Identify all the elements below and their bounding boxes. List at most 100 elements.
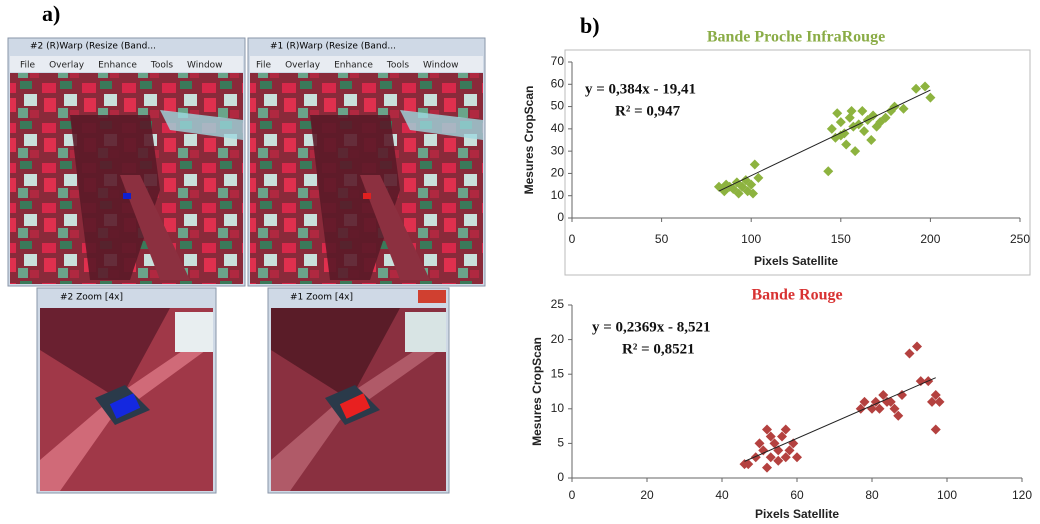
data-point xyxy=(780,452,791,463)
data-point xyxy=(930,389,941,400)
y-tick-label: 5 xyxy=(557,436,564,450)
chart-frame xyxy=(564,49,1031,276)
trendline xyxy=(744,377,936,462)
data-point xyxy=(746,179,757,190)
y-tick-label: 0 xyxy=(557,210,564,224)
data-point xyxy=(930,424,941,435)
data-point xyxy=(859,126,870,137)
menu-item: File xyxy=(256,61,272,71)
panel-label: a) xyxy=(42,1,60,26)
x-tick-label: 50 xyxy=(655,232,669,246)
x-tick-label: 0 xyxy=(569,232,576,246)
x-tick-label: 0 xyxy=(569,488,576,502)
x-tick-label: 80 xyxy=(865,488,879,502)
data-point xyxy=(792,452,802,463)
data-point xyxy=(758,445,769,456)
y-axis-label: Mesures CropScan xyxy=(530,337,544,446)
data-point xyxy=(885,396,896,407)
data-point xyxy=(823,166,834,177)
data-point xyxy=(912,341,922,352)
data-point xyxy=(769,438,780,449)
data-point xyxy=(870,396,881,407)
data-point xyxy=(874,403,885,414)
menu-item: Overlay xyxy=(285,61,321,71)
data-point xyxy=(868,110,879,121)
x-tick-label: 100 xyxy=(741,232,761,246)
menu-item: File xyxy=(20,61,36,71)
zoom-window: #2 Zoom [4x] xyxy=(36,287,217,494)
data-point xyxy=(850,146,861,157)
menu-item: Overlay xyxy=(49,61,85,71)
y-tick-label: 10 xyxy=(551,401,565,415)
data-point xyxy=(719,186,730,197)
data-point xyxy=(925,92,936,103)
window-title: #2 (R)Warp (Resize (Band... xyxy=(30,42,156,52)
x-tick-label: 40 xyxy=(715,488,729,502)
y-tick-label: 30 xyxy=(551,143,565,157)
data-point xyxy=(898,103,909,114)
data-point xyxy=(750,452,761,463)
window-title: #1 (R)Warp (Resize (Band... xyxy=(270,42,396,52)
y-tick-label: 40 xyxy=(551,121,565,135)
zoom-window: #1 Zoom [4x] xyxy=(267,287,450,494)
data-point xyxy=(773,455,784,466)
data-point xyxy=(911,83,922,94)
y-tick-label: 50 xyxy=(551,99,565,113)
equation: R² = 0,947 xyxy=(615,103,681,119)
x-axis-label: Pixels Satellite xyxy=(754,254,838,268)
menu-item: Window xyxy=(187,61,223,71)
y-tick-label: 10 xyxy=(551,188,565,202)
data-point xyxy=(733,188,744,199)
data-point xyxy=(765,431,776,442)
y-tick-label: 20 xyxy=(551,332,565,346)
data-point xyxy=(889,403,900,414)
x-axis-label: Pixels Satellite xyxy=(755,507,839,521)
x-tick-label: 150 xyxy=(831,232,851,246)
trendline xyxy=(718,89,931,192)
data-point xyxy=(780,424,791,435)
menu-item: Enhance xyxy=(98,61,137,71)
data-point xyxy=(893,410,904,421)
x-tick-label: 100 xyxy=(937,488,957,502)
data-point xyxy=(762,424,772,435)
data-point xyxy=(878,389,889,400)
equation: R² = 0,8521 xyxy=(622,341,695,357)
data-point xyxy=(889,101,900,112)
equation: y = 0,384x - 19,41 xyxy=(585,81,696,97)
image-window: #2 (R)Warp (Resize (Band... xyxy=(7,37,246,287)
x-tick-label: 20 xyxy=(640,488,654,502)
data-point xyxy=(866,135,877,145)
menu-item: Window xyxy=(423,61,459,71)
data-point xyxy=(743,459,754,470)
data-point xyxy=(826,123,837,134)
data-point xyxy=(835,117,846,128)
y-tick-label: 60 xyxy=(551,76,565,90)
x-tick-label: 120 xyxy=(1012,488,1032,502)
image-window: #1 (R)Warp (Resize (Band... xyxy=(247,37,486,287)
equation: y = 0,2369x - 8,521 xyxy=(592,319,711,335)
chart-title: Bande Proche InfraRouge xyxy=(707,29,885,46)
y-tick-label: 0 xyxy=(557,470,564,484)
data-point xyxy=(777,431,787,442)
y-tick-label: 20 xyxy=(551,166,565,180)
data-point xyxy=(920,81,931,92)
data-point xyxy=(846,106,857,117)
data-point xyxy=(784,445,795,456)
data-point xyxy=(832,108,843,119)
data-point xyxy=(897,389,907,400)
y-tick-label: 15 xyxy=(551,366,565,380)
data-point xyxy=(857,106,868,117)
menu-item: Tools xyxy=(150,61,173,71)
panel-label: b) xyxy=(580,13,600,38)
data-point xyxy=(927,396,937,407)
data-point xyxy=(859,396,870,407)
data-point xyxy=(749,159,760,170)
y-tick-label: 25 xyxy=(551,297,565,311)
data-point xyxy=(765,452,776,463)
data-point xyxy=(880,112,891,123)
y-axis-label: Mesures CropScan xyxy=(522,86,536,195)
menu-item: Enhance xyxy=(334,61,373,71)
window-title: #1 Zoom [4x] xyxy=(290,293,353,303)
data-point xyxy=(841,139,852,150)
data-point xyxy=(753,172,764,183)
